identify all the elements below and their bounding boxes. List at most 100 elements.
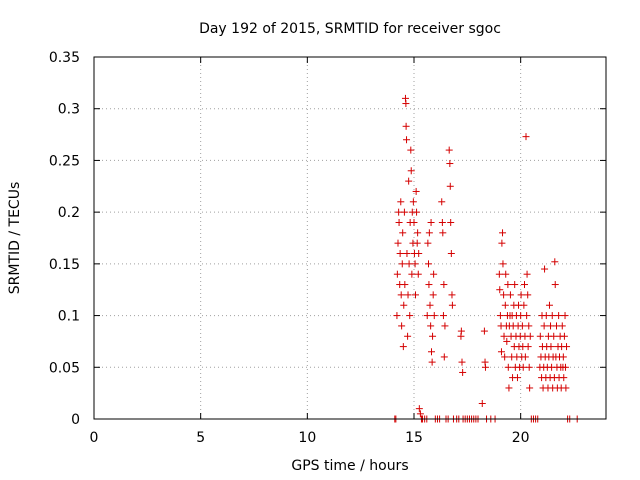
data-point: [438, 218, 446, 226]
data-point: [524, 343, 532, 351]
data-point: [401, 281, 409, 289]
data-point: [545, 301, 553, 309]
data-point: [411, 260, 419, 268]
data-point: [526, 332, 534, 340]
data-points: [391, 94, 581, 423]
data-point: [548, 312, 556, 320]
data-point: [427, 322, 435, 330]
data-point: [404, 291, 412, 299]
data-point: [517, 291, 525, 299]
data-point: [524, 291, 532, 299]
data-point: [448, 291, 456, 299]
data-point: [499, 260, 507, 268]
chart-title: Day 192 of 2015, SRMTID for receiver sgo…: [199, 21, 501, 37]
data-point: [563, 343, 571, 351]
data-point: [409, 198, 417, 206]
data-point: [521, 281, 529, 289]
data-point: [440, 281, 448, 289]
data-point: [448, 301, 456, 309]
grid-lines: [94, 57, 606, 419]
data-point: [503, 337, 511, 345]
data-point: [410, 218, 418, 226]
data-point: [505, 384, 513, 392]
data-point: [459, 368, 467, 376]
data-point: [440, 353, 448, 361]
data-point: [405, 177, 413, 185]
data-point: [496, 286, 504, 294]
y-tick-label: 0.3: [58, 102, 80, 118]
y-tick-label: 0.15: [49, 257, 80, 273]
data-point: [525, 322, 533, 330]
data-point: [562, 384, 570, 392]
data-point: [501, 301, 509, 309]
data-point: [406, 312, 414, 320]
data-point: [430, 312, 438, 320]
data-point: [446, 182, 454, 190]
data-point: [393, 312, 401, 320]
data-point: [423, 312, 431, 320]
data-point: [560, 374, 568, 382]
x-tick-label: 5: [196, 430, 205, 446]
data-point: [495, 270, 503, 278]
data-point: [521, 353, 529, 361]
data-point: [403, 136, 411, 144]
data-point: [523, 312, 531, 320]
y-axis-label: SRMTID / TECUs: [7, 182, 23, 295]
y-tick-label: 0.05: [49, 360, 80, 376]
data-point: [407, 167, 415, 175]
data-point: [457, 327, 465, 335]
data-point: [541, 265, 549, 273]
data-point: [506, 291, 514, 299]
data-point: [430, 270, 438, 278]
data-point: [441, 322, 449, 330]
data-point: [501, 353, 509, 361]
data-point: [408, 270, 416, 278]
data-point: [395, 218, 403, 226]
x-tick-label: 0: [90, 430, 99, 446]
data-point: [429, 291, 437, 299]
x-axis-label: GPS time / hours: [291, 458, 408, 474]
data-point: [502, 270, 510, 278]
data-point: [425, 260, 433, 268]
data-point: [438, 198, 446, 206]
y-tick-label: 0: [71, 412, 80, 428]
data-point: [446, 160, 454, 168]
data-point: [447, 218, 455, 226]
data-point: [496, 312, 504, 320]
data-point: [526, 384, 534, 392]
plot-frame: [93, 56, 607, 420]
data-point: [525, 363, 533, 371]
data-point: [425, 229, 433, 237]
data-point: [396, 250, 404, 258]
data-point: [413, 239, 421, 247]
data-point: [504, 281, 512, 289]
data-point: [399, 229, 407, 237]
data-point: [429, 332, 437, 340]
data-point: [414, 270, 422, 278]
data-point: [559, 353, 567, 361]
data-point: [405, 260, 413, 268]
axis-ticks: [93, 56, 606, 420]
data-point: [551, 281, 559, 289]
data-point: [547, 322, 555, 330]
data-point: [458, 358, 466, 366]
data-point: [415, 405, 423, 413]
data-point: [523, 270, 531, 278]
data-point: [445, 146, 453, 154]
data-point: [416, 410, 424, 418]
data-point: [536, 332, 544, 340]
data-point: [547, 343, 555, 351]
x-tick-label: 20: [512, 430, 530, 446]
y-tick-label: 0.25: [49, 153, 80, 169]
data-point: [518, 322, 526, 330]
data-point: [427, 218, 435, 226]
y-tick-label: 0.1: [58, 309, 80, 325]
data-point: [555, 312, 563, 320]
data-point: [558, 322, 566, 330]
data-point: [428, 358, 436, 366]
y-tick-labels: 0 0.05 0.1 0.15 0.2 0.25 0.3 0.35: [49, 50, 80, 428]
data-point: [542, 312, 550, 320]
data-point: [426, 301, 434, 309]
data-point: [393, 270, 401, 278]
